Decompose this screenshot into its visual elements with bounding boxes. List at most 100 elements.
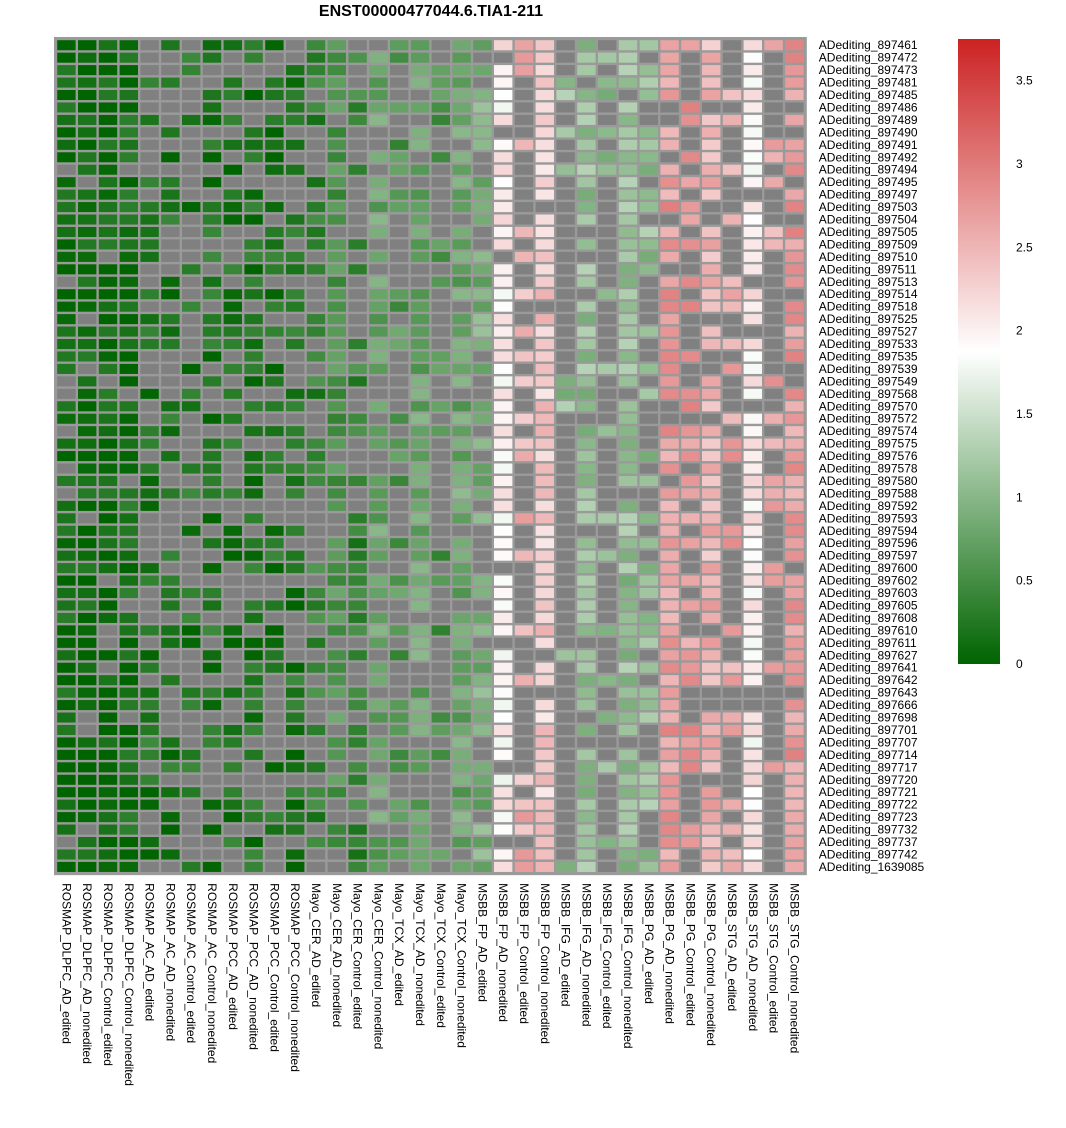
heatmap-cell xyxy=(223,513,242,524)
heatmap-cell xyxy=(369,202,388,213)
heatmap-cell xyxy=(473,65,492,76)
heatmap-cell xyxy=(785,650,804,661)
heatmap-cell xyxy=(722,363,742,374)
heatmap-cell xyxy=(577,40,596,51)
heatmap-cell xyxy=(348,413,367,424)
heatmap-cell xyxy=(202,787,222,798)
heatmap-cell xyxy=(390,401,409,412)
heatmap-cell xyxy=(161,65,180,76)
heatmap-cell xyxy=(161,463,180,474)
heatmap-cell xyxy=(306,276,326,287)
heatmap-cell xyxy=(494,588,513,599)
heatmap-cell xyxy=(390,139,409,150)
heatmap-cell xyxy=(390,500,409,511)
heatmap-cell xyxy=(306,314,326,325)
heatmap-cell xyxy=(286,363,305,374)
heatmap-cell xyxy=(577,849,596,860)
heatmap-cell xyxy=(244,451,263,462)
heatmap-cell xyxy=(764,139,783,150)
column-label: ROSMAP_AC_AD_edited xyxy=(143,883,157,1021)
heatmap-cell xyxy=(535,787,554,798)
heatmap-cell xyxy=(119,264,138,275)
heatmap-cell xyxy=(681,388,700,399)
heatmap-cell xyxy=(202,563,222,574)
heatmap-cell xyxy=(265,189,284,200)
heatmap-cell xyxy=(681,712,700,723)
heatmap-cell xyxy=(223,550,242,561)
heatmap-cell xyxy=(98,152,118,163)
legend-tick-label: 0.5 xyxy=(1016,574,1033,588)
heatmap-cell xyxy=(390,40,409,51)
heatmap-cell xyxy=(785,724,804,735)
heatmap-cell xyxy=(431,177,450,188)
heatmap-cell xyxy=(78,214,97,225)
heatmap-cell xyxy=(660,40,679,51)
heatmap-cell xyxy=(223,675,242,686)
heatmap-cell xyxy=(452,401,471,412)
heatmap-cell xyxy=(577,650,596,661)
heatmap-cell xyxy=(577,662,596,673)
heatmap-cell xyxy=(182,214,201,225)
heatmap-cell xyxy=(348,737,367,748)
heatmap-cell xyxy=(702,824,721,835)
heatmap-cell xyxy=(98,177,118,188)
heatmap-cell xyxy=(431,226,450,237)
heatmap-cell xyxy=(556,289,575,300)
heatmap-cell xyxy=(140,525,159,536)
heatmap-cell xyxy=(286,114,305,125)
heatmap-cell xyxy=(598,625,617,636)
heatmap-cell xyxy=(410,625,430,636)
column-label: ROSMAP_DLPFC_AD_nonedited xyxy=(80,883,94,1064)
heatmap-cell xyxy=(57,114,76,125)
heatmap-cell xyxy=(473,662,492,673)
heatmap-cell xyxy=(223,700,242,711)
heatmap-cell xyxy=(119,787,138,798)
heatmap-cell xyxy=(98,774,118,785)
heatmap-cell xyxy=(743,226,762,237)
heatmap-cell xyxy=(431,525,450,536)
heatmap-cell xyxy=(119,251,138,262)
heatmap-cell xyxy=(286,575,305,586)
heatmap-cell xyxy=(535,77,554,88)
heatmap-cell xyxy=(577,438,596,449)
heatmap-cell xyxy=(702,600,721,611)
heatmap-cell xyxy=(327,339,346,350)
heatmap-cell xyxy=(119,114,138,125)
heatmap-cell xyxy=(494,637,513,648)
heatmap-cell xyxy=(202,588,222,599)
heatmap-cell xyxy=(390,575,409,586)
heatmap-cell xyxy=(764,475,783,486)
heatmap-cell xyxy=(743,612,762,623)
heatmap-cell xyxy=(681,127,700,138)
heatmap-cell xyxy=(244,189,263,200)
heatmap-cell xyxy=(514,488,534,499)
heatmap-cell xyxy=(390,451,409,462)
heatmap-cell xyxy=(743,787,762,798)
heatmap-cell xyxy=(57,339,76,350)
heatmap-cell xyxy=(306,749,326,760)
heatmap-cell xyxy=(598,164,617,175)
heatmap-cell xyxy=(494,861,513,872)
heatmap-cell xyxy=(98,588,118,599)
heatmap-cell xyxy=(535,749,554,760)
heatmap-cell xyxy=(494,662,513,673)
heatmap-cell xyxy=(785,824,804,835)
heatmap-cell xyxy=(223,812,242,823)
heatmap-cell xyxy=(390,787,409,798)
heatmap-cell xyxy=(431,837,450,848)
column-label: ROSMAP_AC_Control_edited xyxy=(184,883,198,1043)
heatmap-cell xyxy=(556,563,575,574)
row-label: ADediting_897570 xyxy=(819,399,918,413)
heatmap-cell xyxy=(743,575,762,586)
heatmap-cell xyxy=(202,525,222,536)
heatmap-cell xyxy=(286,202,305,213)
heatmap-cell xyxy=(369,351,388,362)
heatmap-cell xyxy=(743,351,762,362)
heatmap-cell xyxy=(390,426,409,437)
heatmap-cell xyxy=(743,239,762,250)
heatmap-cell xyxy=(140,90,159,101)
heatmap-cell xyxy=(618,637,638,648)
heatmap-cell xyxy=(660,326,679,337)
heatmap-cell xyxy=(369,251,388,262)
heatmap-cell xyxy=(306,65,326,76)
